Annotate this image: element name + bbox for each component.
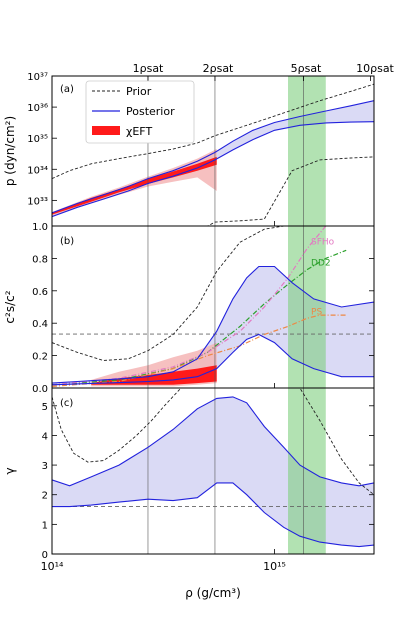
curve-dd2: [52, 249, 347, 386]
prior-upper: [52, 83, 374, 180]
prior-upper: [52, 226, 284, 361]
y-axis-label-a: p (dyn/cm²): [3, 116, 17, 186]
ytick-label-2-4: 4: [42, 431, 48, 442]
panel-c-label: (c): [60, 398, 73, 409]
curve-label-dd2: DD2: [311, 259, 331, 269]
ytick-label-2-3: 3: [42, 461, 48, 472]
ytick-label-2-1: 1: [42, 520, 48, 531]
ytick-label-a-37: 10³⁷: [27, 72, 48, 83]
legend-posterior-label: Posterior: [126, 105, 175, 118]
posterior-upper: [52, 100, 374, 214]
x-axis-label: ρ (g/cm³): [185, 586, 241, 600]
prior-lower: [206, 156, 374, 226]
band-5rho-sat: [288, 76, 326, 226]
ytick-label-a-35: 10³⁵: [27, 134, 48, 145]
prior-upper: [52, 388, 374, 496]
curve-label-ps: PS: [311, 307, 322, 317]
top-label-1rho: 1ρsat: [133, 62, 164, 75]
top-label-5rho: 5ρsat: [291, 62, 322, 75]
panel-b: [52, 226, 374, 388]
curve-sfho: [52, 226, 327, 386]
annotations: DD2 SFHo PS: [311, 238, 335, 318]
ytick-label-2-0: 0: [42, 550, 48, 561]
ytick-label-1-5: 1.0: [32, 222, 48, 233]
ytick-label-1-3: 0.6: [32, 287, 48, 298]
legend: Prior Posterior χEFT: [85, 80, 195, 144]
chieft-band-dark: [52, 156, 217, 215]
y-axis-label-b: c²s/c²: [3, 290, 17, 323]
posterior-lower: [52, 482, 374, 548]
posterior-lower: [52, 121, 374, 218]
ytick-label-a-36: 10³⁶: [27, 103, 48, 114]
panel-c: [52, 388, 374, 554]
y-axis-label-c: γ: [3, 467, 17, 474]
band-5rho-sat: [288, 388, 326, 554]
ytick-label-1-1: 0.2: [32, 352, 48, 363]
ytick-label-1-0: 0.0: [32, 384, 48, 395]
xtick-label-0: 10¹⁴: [41, 560, 64, 573]
ytick-label-1-4: 0.8: [32, 254, 48, 265]
posterior-upper: [52, 265, 374, 384]
panel-c-frame: [51, 387, 375, 555]
panel-a: [52, 76, 374, 226]
xtick-label-1: 10¹⁵: [263, 560, 286, 573]
top-label-2rho: 2ρsat: [203, 62, 234, 75]
curve-ps: [52, 314, 347, 387]
posterior-upper: [52, 396, 374, 487]
panel-b-label: (b): [60, 236, 74, 247]
ytick-label-a-34: 10³⁴: [27, 165, 48, 176]
ytick-label-2-5: 5: [42, 402, 48, 413]
panel-a-label: (a): [60, 84, 74, 95]
legend-chieft-swatch: [92, 126, 120, 135]
top-label-10rho: 10ρsat: [356, 62, 394, 75]
ytick-label-2-2: 2: [42, 491, 48, 502]
curve-label-sfho: SFHo: [311, 238, 335, 248]
axis-ticks: 10³³10³⁴10³⁵10³⁶10³⁷0.00.20.40.60.81.001…: [27, 72, 374, 573]
ytick-label-a-33: 10³³: [27, 196, 48, 207]
legend-chieft-label: χEFT: [126, 125, 152, 138]
posterior-lower: [52, 333, 374, 386]
ytick-label-1-2: 0.4: [32, 319, 48, 330]
band-5rho-sat: [288, 226, 326, 388]
legend-prior-label: Prior: [126, 85, 152, 98]
